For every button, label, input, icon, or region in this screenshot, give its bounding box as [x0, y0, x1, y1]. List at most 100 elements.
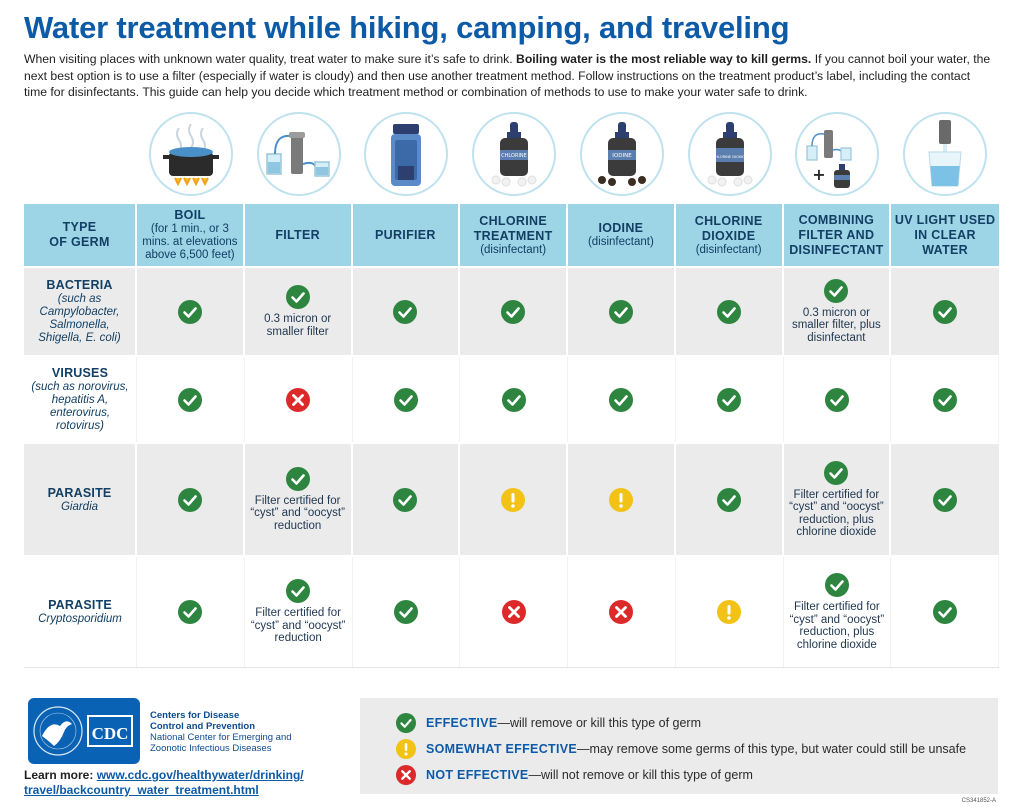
germ-examples: (such as Campylobacter, Salmonella, Shig… [38, 293, 121, 344]
legend-not-label: NOT EFFECTIVE [426, 768, 529, 782]
check-icon [393, 487, 418, 512]
legend: EFFECTIVE —will remove or kill this type … [360, 698, 998, 794]
header-boil-sub: (for 1 min., or 3 mins. at elevations ab… [142, 223, 238, 261]
method-icons-row: CHLORINE IODINE [137, 112, 999, 204]
cdc-logo: CDC [28, 698, 140, 764]
table-row: VIRUSES (such as norovirus, hepatitis A, … [24, 355, 999, 442]
result-cell [352, 557, 461, 667]
document-code: CS341852-A [961, 798, 996, 804]
check-icon [177, 487, 202, 512]
check-icon [716, 487, 741, 512]
header-chlorine-main: CHLORINE TREATMENT [473, 213, 553, 243]
result-cell [137, 444, 245, 555]
header-chlorine-dioxide: CHLORINE DIOXIDE (disinfectant) [676, 204, 784, 266]
result-cell [460, 557, 568, 667]
learn-more-link[interactable]: www.cdc.gov/healthywater/drinking/ [96, 768, 304, 782]
check-icon [932, 600, 957, 624]
germ-name: PARASITE [48, 598, 112, 612]
check-icon [933, 487, 958, 512]
table-row: BACTERIA (such as Campylobacter, Salmonel… [24, 266, 999, 355]
uv-light-icon [903, 112, 988, 196]
check-icon [609, 387, 634, 412]
check-icon [393, 600, 418, 624]
exclamation-icon [501, 487, 526, 512]
header-combining-main: COMBINING FILTER AND DISINFECTANT [789, 212, 884, 257]
icon-cell-filter [245, 112, 353, 204]
check-icon [608, 299, 633, 324]
x-icon [286, 387, 311, 412]
chlorine-bottle-icon: CHLORINE [472, 112, 557, 196]
result-note: 0.3 micron or smaller filter [264, 313, 332, 338]
legend-effective-label: EFFECTIVE [426, 716, 498, 730]
page-title: Water treatment while hiking, camping, a… [24, 10, 790, 45]
chlorine-bottle-label: CHLORINE [501, 153, 527, 159]
header-chlorine-dioxide-sub: (disinfectant) [695, 243, 762, 256]
learn-more-label: Learn more: [24, 768, 97, 782]
result-cell [137, 268, 245, 355]
result-cell: 0.3 micron or smaller filter [244, 268, 353, 355]
icon-cell-chlorine-dioxide: CHLORINE DIOXIDE [676, 112, 784, 204]
chlorine-dioxide-bottle-icon: CHLORINE DIOXIDE [687, 112, 772, 196]
org-line3: National Center for Emerging and [150, 732, 292, 743]
germ-examples: Cryptosporidium [38, 613, 122, 625]
check-icon [177, 299, 202, 324]
icon-cell-combining: + [784, 112, 892, 204]
intro-text-1: When visiting places with unknown water … [24, 52, 517, 66]
x-icon [609, 600, 634, 624]
exclamation-icon [608, 487, 633, 512]
cdc-logo-text: CDC [92, 724, 129, 743]
legend-check-icon [396, 713, 426, 733]
icon-cell-boil [137, 112, 245, 204]
legend-exclamation-icon [396, 739, 426, 759]
result-cell [891, 268, 999, 355]
germ-name: VIRUSES [51, 366, 109, 380]
result-cell: 0.3 micron or smaller filter, plus disin… [783, 268, 892, 355]
result-cell: Filter certified for “cyst” and “oocyst”… [244, 557, 353, 667]
result-cell [568, 444, 676, 555]
table-header: TYPE OF GERM BOIL (for 1 min., or 3 mins… [24, 204, 999, 266]
check-icon [824, 573, 849, 597]
result-cell [783, 357, 892, 442]
check-icon [393, 387, 418, 412]
header-boil-main: BOIL [174, 208, 206, 222]
header-boil: BOIL (for 1 min., or 3 mins. at elevatio… [137, 204, 245, 266]
icon-cell-uv [891, 112, 999, 204]
result-cell: Filter certified for “cyst” and “oocyst”… [244, 444, 353, 555]
legend-not-desc: —will not remove or kill this type of ge… [528, 768, 753, 782]
header-filter-main: FILTER [275, 227, 320, 242]
learn-more-link-line2[interactable]: travel/backcountry_water_treatment.html [24, 783, 259, 797]
legend-not: NOT EFFECTIVE —will not remove or kill th… [396, 762, 998, 788]
table-row: PARASITE Giardia Filter certified for “cys… [24, 442, 999, 555]
check-icon [501, 387, 526, 412]
check-icon [501, 299, 526, 324]
org-line2: Control and Prevention [150, 721, 256, 732]
germ-name: BACTERIA [46, 278, 113, 292]
check-icon [178, 600, 203, 624]
header-iodine-main: IODINE [598, 221, 644, 235]
filter-icon [256, 112, 341, 196]
header-chlorine-sub: (disinfectant) [480, 243, 547, 256]
result-cell [460, 444, 568, 555]
result-cell [568, 357, 676, 442]
result-cell: Filter certified for “cyst” and “oocyst”… [783, 557, 892, 667]
germ-type-cell: PARASITE Cryptosporidium [24, 557, 137, 667]
header-chlorine-dioxide-main: CHLORINE DIOXIDE [694, 213, 763, 243]
legend-x-icon [396, 765, 426, 785]
org-line1: Centers for Disease [150, 710, 240, 721]
intro-text-2: If you cannot boil your water, the next … [24, 52, 991, 99]
header-iodine: IODINE (disinfectant) [568, 204, 676, 266]
germ-name: PARASITE [47, 485, 112, 500]
result-cell [352, 268, 461, 355]
check-icon [285, 285, 310, 309]
header-purifier: PURIFIER [353, 204, 461, 266]
result-cell [568, 268, 676, 355]
iodine-bottle-label: IODINE [612, 153, 632, 159]
result-cell [460, 357, 568, 442]
intro-paragraph: When visiting places with unknown water … [24, 51, 994, 101]
germ-examples: Giardia [60, 500, 99, 513]
germ-examples: (such as norovirus, hepatitis A, enterov… [31, 381, 129, 432]
germ-type-cell: PARASITE Giardia [24, 444, 137, 555]
check-icon [393, 299, 418, 324]
header-type-line2: OF GERM [49, 235, 110, 249]
check-icon [933, 299, 958, 324]
